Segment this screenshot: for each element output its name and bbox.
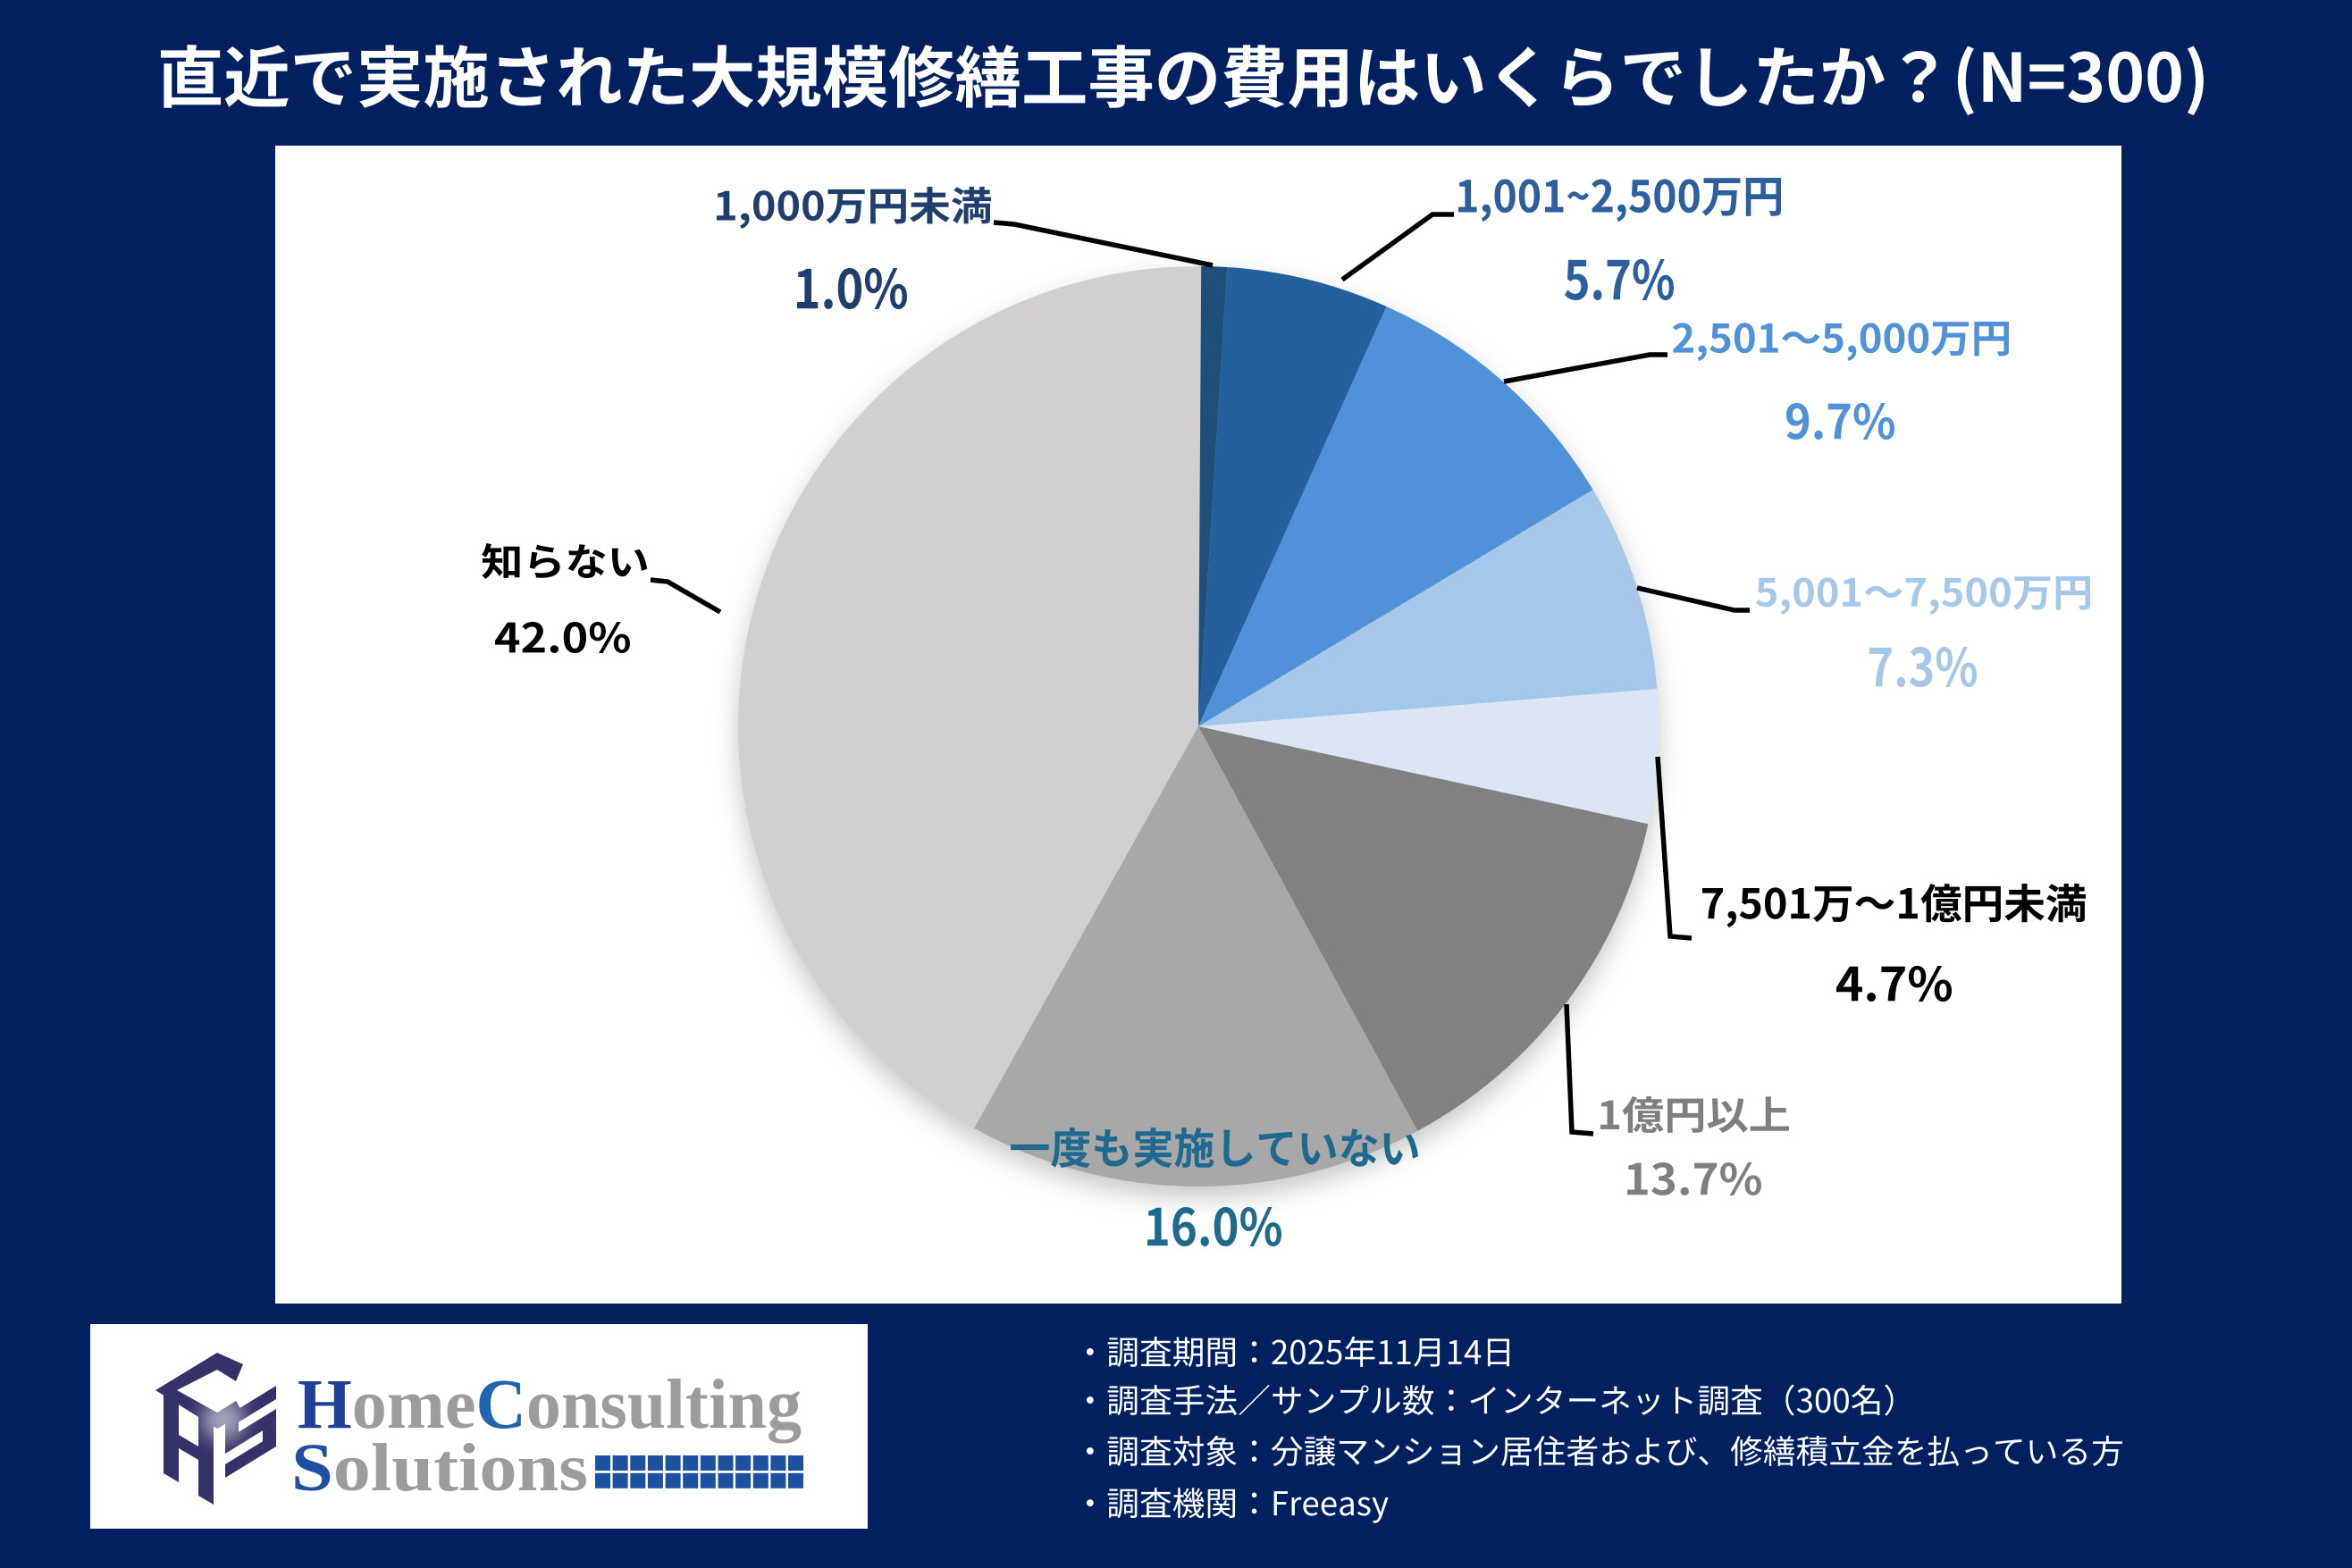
svg-text:Solutions: Solutions [291, 1430, 588, 1505]
svg-text:HomeConsulting: HomeConsulting [298, 1366, 802, 1444]
